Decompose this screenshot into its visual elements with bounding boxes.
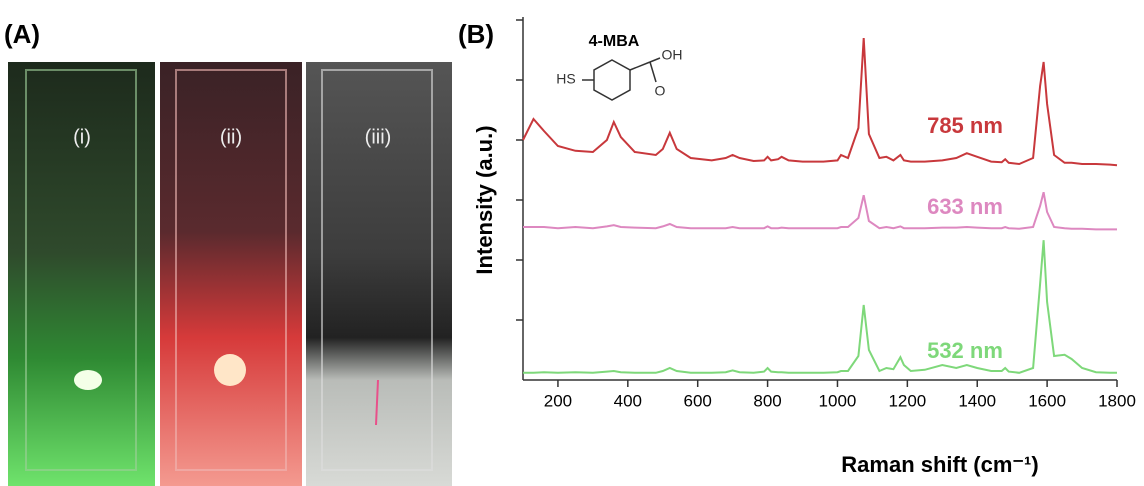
photo: [306, 62, 452, 486]
x-tick-label: 400: [614, 391, 642, 410]
panel-label: (B): [458, 19, 494, 49]
bond: [629, 61, 651, 71]
structure-name: 4-MBA: [589, 33, 640, 50]
x-axis-label: Raman shift (cm⁻¹): [841, 452, 1038, 477]
bond: [649, 57, 661, 63]
cuvette: [175, 69, 287, 471]
x-tick-label: 1600: [1028, 391, 1066, 410]
atom-label: HS: [556, 71, 575, 87]
atom-label: O: [655, 83, 666, 99]
x-tick-label: 600: [684, 391, 712, 410]
photo-label: (i): [73, 126, 91, 148]
cuvette: [25, 69, 137, 471]
spectrum: [523, 191, 1117, 231]
photo-label: (iii): [365, 126, 392, 148]
x-tick-label: 200: [544, 391, 572, 410]
series-label: 633 nm: [927, 194, 1003, 219]
photo-panel: (i) (ii) (iii): [8, 62, 452, 486]
y-axis-label: Intensity (a.u.): [472, 125, 497, 274]
x-tick-label: 1400: [958, 391, 996, 410]
series-label: 532 nm: [927, 338, 1003, 363]
laser: [375, 379, 379, 426]
x-tick-label: 1000: [819, 391, 857, 410]
atom-label: OH: [662, 47, 683, 63]
panel-label: (A): [4, 19, 40, 49]
x-tick-label: 1200: [888, 391, 926, 410]
x-tick-label: 1800: [1098, 391, 1136, 410]
spectrum: [523, 240, 1117, 374]
photo-label: (ii): [220, 126, 242, 148]
bond: [649, 61, 657, 83]
ring: [593, 59, 631, 101]
series-label: 785 nm: [927, 113, 1003, 138]
x-tick-label: 800: [753, 391, 781, 410]
photo: [160, 62, 302, 486]
cuvette: [321, 69, 433, 471]
structure: 4-MBA HS OH O: [556, 33, 683, 101]
glow: [214, 354, 246, 386]
spectrum: [522, 37, 1118, 167]
photo: [8, 62, 155, 486]
glow: [74, 370, 102, 390]
